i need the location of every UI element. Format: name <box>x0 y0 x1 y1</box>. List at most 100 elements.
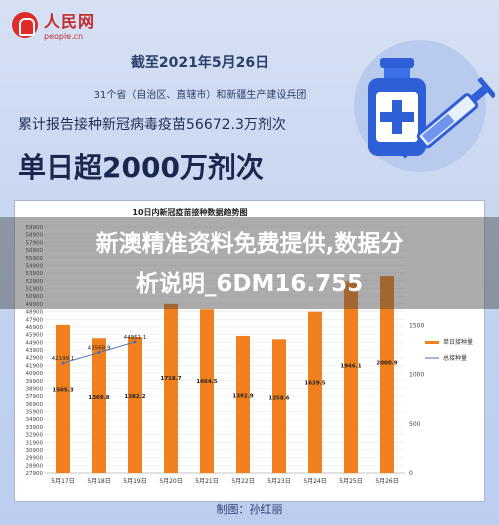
left-tick-label: 34900 <box>26 417 44 423</box>
overlay-band <box>0 217 499 309</box>
left-tick-label: 49900 <box>26 302 44 308</box>
overlay-title: 新澳精准资料免费提供,数据分 析说明_6DM16.755 <box>18 224 481 304</box>
right-tick-label: 1000 <box>409 372 424 379</box>
left-tick-label: 50900 <box>26 294 44 300</box>
bar-series <box>56 276 394 473</box>
left-tick-label: 41900 <box>26 363 44 369</box>
people-cn-logo[interactable]: 人民网 people.cn <box>12 8 95 41</box>
bar <box>380 276 394 473</box>
bar-value-label: 1392.9 <box>232 394 253 400</box>
left-tick-label: 42900 <box>26 356 44 362</box>
line-point <box>97 351 101 355</box>
left-tick-label: 29900 <box>26 456 44 462</box>
line-point <box>133 340 137 344</box>
left-tick-label: 27900 <box>26 471 44 477</box>
bar-value-label: 1718.7 <box>160 376 181 382</box>
logo-domain: people.cn <box>44 32 84 41</box>
left-tick-label: 35900 <box>26 410 44 416</box>
left-tick-label: 58900 <box>26 233 44 239</box>
left-tick-label: 36900 <box>26 402 44 408</box>
left-tick-label: 54900 <box>26 263 44 269</box>
category-label: 5月25日 <box>339 478 362 485</box>
provinces-line: 31个省（自治区、直辖市）和新疆生产建设兵团 <box>93 90 307 101</box>
bar <box>200 309 214 473</box>
overlay-line-1: 新澳精准资料免费提供,数据分 <box>95 231 404 257</box>
category-label: 5月20日 <box>159 478 182 485</box>
bar-value-label: 1505.3 <box>52 388 73 394</box>
right-tick-label: 1500 <box>409 322 424 329</box>
left-tick-label: 32900 <box>26 433 44 439</box>
left-tick-label: 44900 <box>26 340 44 346</box>
left-tick-label: 52900 <box>26 279 44 285</box>
bar-value-label: 1369.8 <box>88 395 109 401</box>
bar-value-label: 2000.9 <box>376 361 397 367</box>
overlay-line-2: 析说明_6DM16.755 <box>135 271 364 297</box>
logo-text: 人民网 <box>44 12 96 31</box>
left-tick-label: 28900 <box>26 463 44 469</box>
left-tick-label: 46900 <box>26 325 44 331</box>
category-label: 5月18日 <box>87 478 110 485</box>
category-label: 5月24日 <box>303 478 326 485</box>
line-series: 42199.1 43568.9 44951.1 <box>52 335 147 365</box>
line-point <box>61 361 65 365</box>
right-tick-label: 500 <box>409 421 421 428</box>
left-tick-label: 37900 <box>26 394 44 400</box>
left-tick-label: 59900 <box>26 225 44 231</box>
chart-credit: 制图：孙红丽 <box>216 503 283 516</box>
bar-data-labels: 1505.3 1369.8 1382.2 1718.7 1664.5 1392.9 1358… <box>52 361 397 402</box>
category-label: 5月17日 <box>51 478 74 485</box>
line-value-label: 43568.9 <box>88 346 111 352</box>
left-tick-label: 48900 <box>26 310 44 316</box>
chart-panel: 10日内新冠疫苗接种数据趋势图 27900 28900 29900 30900 3190… <box>14 200 485 502</box>
bar-value-label: 1639.5 <box>304 380 325 386</box>
bar-value-label: 1664.5 <box>196 379 217 385</box>
legend-swatch-bar <box>425 341 439 344</box>
category-label: 5月19日 <box>123 478 146 485</box>
left-tick-label: 31900 <box>26 440 44 446</box>
left-tick-label: 30900 <box>26 448 44 454</box>
bar <box>56 324 70 473</box>
left-tick-label: 45900 <box>26 333 44 339</box>
bar <box>236 335 250 473</box>
left-tick-label: 55900 <box>26 256 44 262</box>
category-label: 5月22日 <box>231 478 254 485</box>
chart-title: 10日内新冠疫苗接种数据趋势图 <box>132 207 247 217</box>
left-tick-label: 33900 <box>26 425 44 431</box>
bar-value-label: 1946.1 <box>340 364 361 370</box>
bar <box>164 303 178 473</box>
category-label: 5月26日 <box>375 478 398 485</box>
left-tick-label: 51900 <box>26 287 44 293</box>
left-tick-label: 56900 <box>26 248 44 254</box>
cumulative-line: 累计报告接种新冠病毒疫苗56672.3万剂次 <box>18 117 286 133</box>
bar <box>128 336 142 473</box>
bar-value-label: 1382.2 <box>124 394 145 400</box>
bar <box>92 338 106 473</box>
date-line: 截至2021年5月26日 <box>130 55 270 71</box>
line-value-label: 42199.1 <box>52 356 75 362</box>
left-tick-label: 40900 <box>26 371 44 377</box>
right-tick-label: 0 <box>409 470 413 477</box>
bar <box>344 281 358 473</box>
bar <box>308 311 322 473</box>
left-tick-label: 53900 <box>26 271 44 277</box>
legend-label: 总接种量 <box>443 354 467 362</box>
left-tick-label: 38900 <box>26 386 44 392</box>
logo-icon <box>12 11 38 38</box>
headline: 单日超2000万剂次 <box>18 151 264 184</box>
category-label: 5月21日 <box>195 478 218 485</box>
left-tick-label: 47900 <box>26 317 44 323</box>
left-tick-label: 57900 <box>26 240 44 246</box>
line-value-label: 44951.1 <box>124 335 147 341</box>
left-tick-label: 39900 <box>26 379 44 385</box>
left-tick-label: 43900 <box>26 348 44 354</box>
bar <box>272 339 286 473</box>
legend-label: 单日接种量 <box>443 338 473 346</box>
bar-value-label: 1358.6 <box>268 395 289 401</box>
category-label: 5月23日 <box>267 478 290 485</box>
vaccine-illustration-icon <box>354 40 495 172</box>
right-axis: 0 500 1000 1500 <box>409 322 424 477</box>
